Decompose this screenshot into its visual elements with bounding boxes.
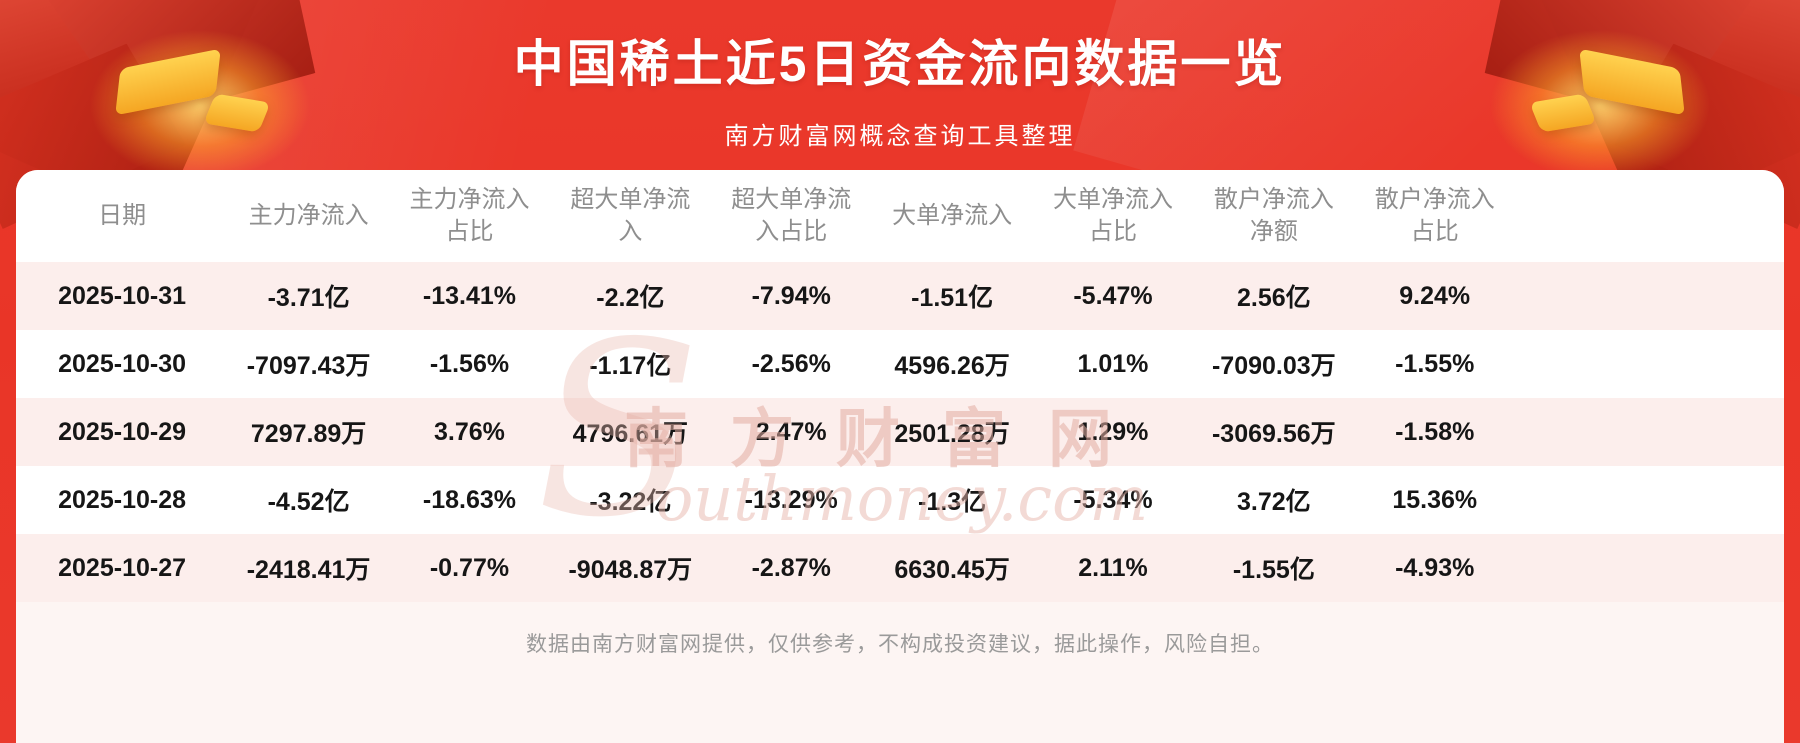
hero-banner: 中国稀土近5日资金流向数据一览 南方财富网概念查询工具整理 <box>0 0 1800 300</box>
page-title: 中国稀土近5日资金流向数据一览 <box>513 36 1287 92</box>
value-cell: 3.72亿 <box>1237 488 1311 516</box>
column-header: 散户净流入净额 <box>1213 185 1334 245</box>
value-cell: -1.17亿 <box>589 352 672 380</box>
value-cell: -1.55% <box>1395 349 1475 378</box>
value-cell: -2.2亿 <box>596 284 665 312</box>
spacer-cell <box>1515 466 1784 534</box>
column-header: 主力净流入 <box>248 201 369 229</box>
spacer-cell <box>1515 262 1784 330</box>
value-cell: -13.29% <box>744 485 838 514</box>
date-cell: 2025-10-31 <box>58 281 187 310</box>
spacer-cell <box>1515 330 1784 398</box>
value-cell: 9.24% <box>1399 281 1471 310</box>
column-header: 主力净流入占比 <box>409 185 530 245</box>
data-panel: 日期 主力净流入 主力净流入占比 超大单净流入 超大单净流入占比 大单净流入 大单净流入占比… <box>16 170 1784 743</box>
value-cell: -3.22亿 <box>589 488 672 516</box>
value-cell: -5.47% <box>1073 281 1153 310</box>
table-row: 2025-10-31 -3.71亿 -13.41% -2.2亿 -7.94% -1.51亿… <box>16 262 1784 330</box>
date-cell: 2025-10-30 <box>58 349 187 378</box>
value-cell: -4.93% <box>1395 553 1475 582</box>
value-cell: -7090.03万 <box>1211 352 1336 380</box>
date-cell: 2025-10-27 <box>58 553 187 582</box>
page-subtitle: 南方财富网概念查询工具整理 <box>724 123 1076 150</box>
value-cell: 2501.28万 <box>894 420 1010 448</box>
column-header: 大单净流入 <box>892 201 1013 229</box>
table-row: 2025-10-28 -4.52亿 -18.63% -3.22亿 -13.29% -1.3… <box>16 466 1784 534</box>
value-cell: -1.51亿 <box>911 284 994 312</box>
value-cell: -18.63% <box>422 485 517 514</box>
value-cell: -9048.87万 <box>568 556 693 584</box>
spacer-cell <box>1515 398 1784 466</box>
spacer-cell <box>1515 534 1784 602</box>
value-cell: -5.34% <box>1073 485 1153 514</box>
column-header: 散户净流入占比 <box>1374 185 1495 245</box>
value-cell: -3.71亿 <box>267 284 350 312</box>
value-cell: 4796.61万 <box>572 420 689 448</box>
date-cell: 2025-10-29 <box>58 417 187 446</box>
value-cell: -2418.41万 <box>246 556 371 584</box>
value-cell: -1.56% <box>429 349 510 378</box>
value-cell: -1.58% <box>1395 417 1475 446</box>
value-cell: 4596.26万 <box>894 352 1010 380</box>
value-cell: -1.55亿 <box>1232 556 1315 584</box>
value-cell: 2.47% <box>755 417 827 446</box>
column-header: 日期 <box>98 201 147 229</box>
column-header: 超大单净流入 <box>570 185 691 245</box>
value-cell: -4.52亿 <box>267 488 350 516</box>
value-cell: -7.94% <box>751 281 831 310</box>
value-cell: 3.76% <box>434 417 505 446</box>
fund-flow-table: 日期 主力净流入 主力净流入占比 超大单净流入 超大单净流入占比 大单净流入 大单净流入占比… <box>16 170 1784 602</box>
table-body: 2025-10-31 -3.71亿 -13.41% -2.2亿 -7.94% -1.51亿… <box>16 262 1784 602</box>
value-cell: 15.36% <box>1392 485 1478 514</box>
value-cell: -2.87% <box>751 553 831 582</box>
value-cell: -1.3亿 <box>918 488 987 516</box>
column-header: 超大单净流入占比 <box>731 185 852 245</box>
value-cell: 2.56亿 <box>1237 284 1311 312</box>
value-cell: -0.77% <box>429 553 510 582</box>
value-cell: -3069.56万 <box>1211 420 1336 448</box>
value-cell: 1.01% <box>1077 349 1149 378</box>
column-header: 大单净流入占比 <box>1052 185 1173 245</box>
value-cell: 2.11% <box>1078 553 1148 582</box>
table-row: 2025-10-27 -2418.41万 -0.77% -9048.87万 -2.87%… <box>16 534 1784 602</box>
value-cell: 7297.89万 <box>250 420 367 448</box>
value-cell: 1.29% <box>1077 417 1149 446</box>
value-cell: -7097.43万 <box>246 352 371 380</box>
table-row: 2025-10-29 7297.89万 3.76% 4796.61万 2.47% 2501… <box>16 398 1784 466</box>
value-cell: 6630.45万 <box>894 556 1010 584</box>
value-cell: -13.41% <box>422 281 517 310</box>
disclaimer-text: 数据由南方财富网提供，仅供参考，不构成投资建议，据此操作，风险自担。 <box>526 633 1274 656</box>
table-row: 2025-10-30 -7097.43万 -1.56% -1.17亿 -2.56% 459… <box>16 330 1784 398</box>
value-cell: -2.56% <box>751 349 831 378</box>
date-cell: 2025-10-28 <box>58 485 187 514</box>
spacer-cell <box>1515 170 1784 262</box>
table-header-row: 日期 主力净流入 主力净流入占比 超大单净流入 超大单净流入占比 大单净流入 大单净流入占比… <box>16 170 1784 262</box>
